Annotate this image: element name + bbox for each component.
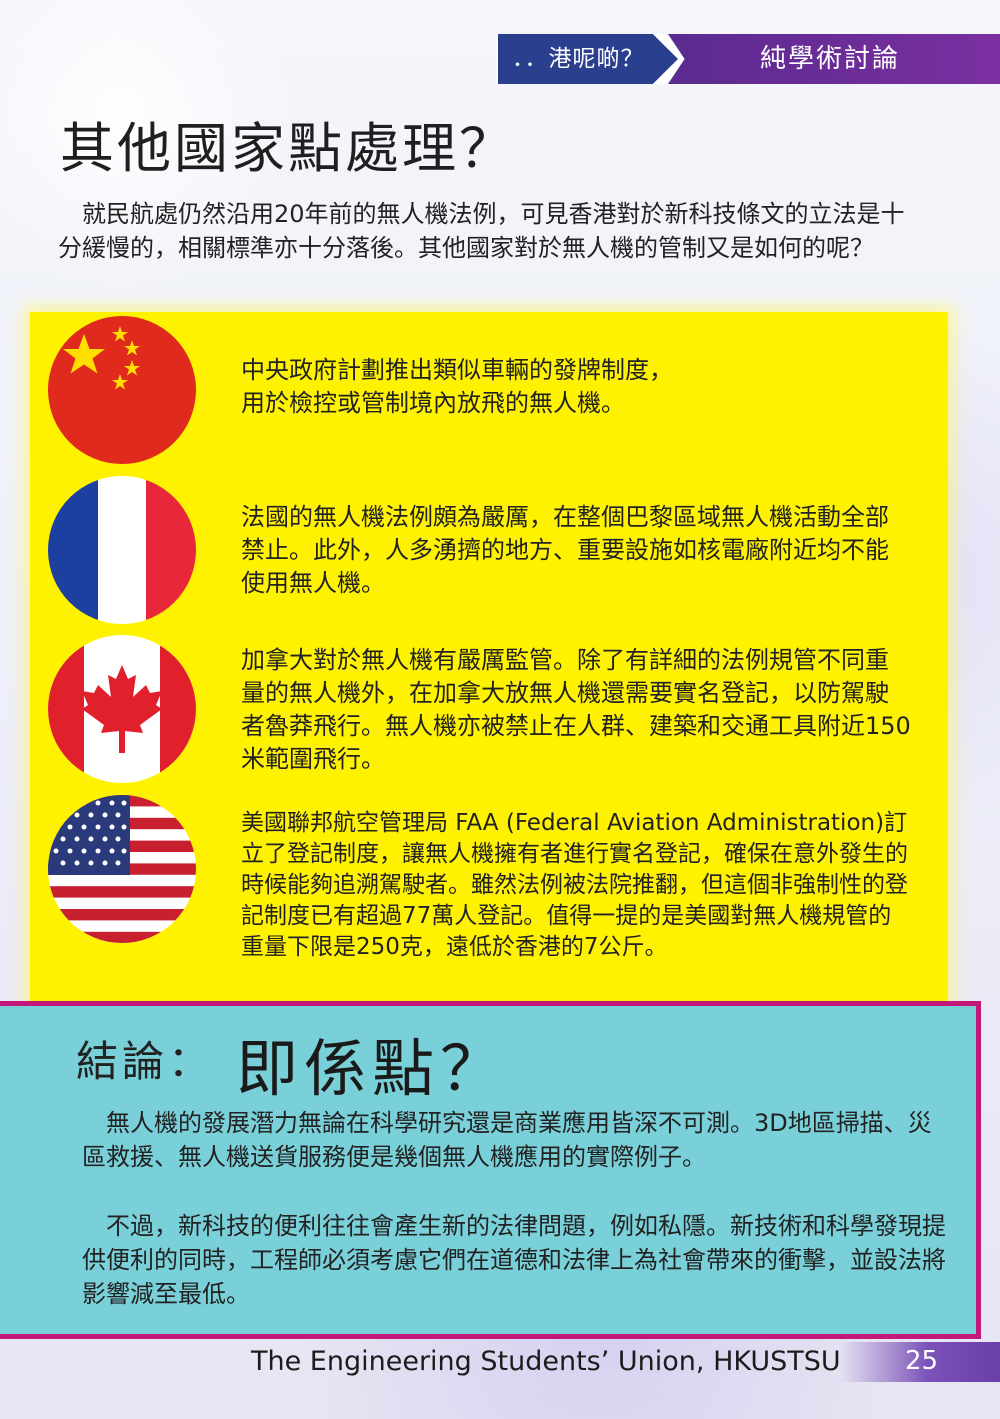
page-title: 其他國家點處理？ — [60, 117, 516, 180]
header-left-label: ．．港呢啲？ — [512, 46, 645, 72]
canada-text: 加拿大對於無人機有嚴厲監管。除了有詳細的法例規管不同重量的無人機外，在加拿大放無… — [241, 646, 911, 773]
footer-page-band — [840, 1342, 1000, 1382]
france-flag-icon — [48, 476, 196, 624]
usa-flag-icon — [48, 795, 196, 943]
conclusion-label: 結論： — [76, 1037, 215, 1086]
canada-flag-icon — [48, 635, 196, 783]
france-text: 法國的無人機法例頗為嚴厲，在整個巴黎區域無人機活動全部禁止。此外，人多湧擠的地方… — [241, 503, 889, 597]
header-right-label: 純學術討論 — [760, 44, 901, 74]
header-tab-left — [498, 34, 678, 84]
conclusion-box — [0, 1001, 981, 1339]
intro-paragraph: 就民航處仍然沿用20年前的無人機法例，可見香港對於新科技條文的立法是十分緩慢的，… — [58, 200, 905, 262]
page-number: 25 — [905, 1346, 939, 1376]
header-tab-right — [668, 34, 1000, 84]
conclusion-title: 即係點？ — [236, 1032, 509, 1105]
usa-text: 美國聯邦航空管理局 FAA (Federal Aviation Administ… — [241, 810, 908, 960]
china-flag-icon — [48, 316, 196, 464]
china-text: 中央政府計劃推出類似車輛的發牌制度， 用於檢控或管制境內放飛的無人機。 — [241, 356, 673, 417]
footer-organization: The Engineering Students’ Union, HKUSTSU — [251, 1346, 841, 1377]
conclusion-paragraph-1: 無人機的發展潛力無論在科學研究還是商業應用皆深不可測。3D地區掃描、災區救援、無… — [82, 1109, 932, 1171]
conclusion-paragraph-2: 不過，新科技的便利往往會產生新的法律問題，例如私隱。新技術和科學發現提供便利的同… — [82, 1212, 946, 1308]
